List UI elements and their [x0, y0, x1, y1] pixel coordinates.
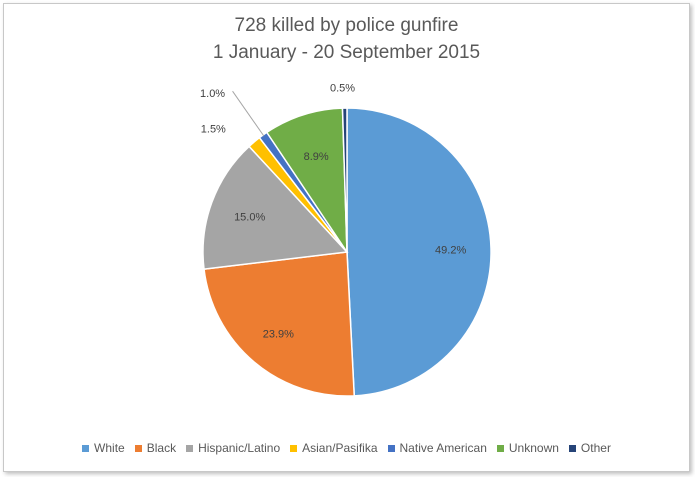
pie-slice-black — [203, 251, 356, 397]
data-label-asian-pasifika: 1.5% — [201, 123, 226, 135]
data-label-other: 0.5% — [330, 83, 355, 95]
legend-swatch-other — [568, 444, 576, 452]
legend-item-native-american: Native American — [387, 441, 487, 455]
chart-subtitle: 1 January - 20 September 2015 — [212, 42, 481, 63]
chart-title-block: 728 killed by police gunfire 1 January -… — [4, 12, 689, 66]
legend-swatch-unknown — [496, 444, 504, 452]
leader-line-native-american — [232, 90, 265, 137]
legend-label-hispanic-latino: Hispanic/Latino — [198, 441, 281, 455]
legend-swatch-white — [82, 444, 90, 452]
chart-legend: White Black Hispanic/Latino Asian/Pasifika N… — [4, 441, 689, 455]
pie-slice-unknown — [265, 107, 348, 255]
legend-label-other: Other — [580, 441, 611, 455]
data-label-hispanic-latino: 15.0% — [234, 211, 265, 223]
legend-label-unknown: Unknown — [508, 441, 559, 455]
legend-item-other: Other — [568, 441, 611, 455]
legend-swatch-asian-pasifika — [290, 444, 298, 452]
legend-item-black: Black — [134, 441, 177, 455]
data-label-white: 49.2% — [435, 244, 466, 256]
data-label-native-american: 1.0% — [200, 88, 225, 100]
legend-label-native-american: Native American — [399, 441, 487, 455]
legend-item-white: White — [82, 441, 125, 455]
legend-item-asian-pasifika: Asian/Pasifika — [290, 441, 378, 455]
pie-chart: 49.2% 23.9% 15.0% 1.5% 1.0% 8.9% 0.5% — [200, 83, 492, 397]
legend-item-unknown: Unknown — [496, 441, 559, 455]
legend-label-black: Black — [146, 441, 177, 455]
data-label-unknown: 8.9% — [304, 151, 329, 163]
data-label-black: 23.9% — [263, 328, 294, 340]
legend-item-hispanic-latino: Hispanic/Latino — [186, 441, 280, 455]
pie-slice-hispanic-latino — [202, 145, 349, 270]
pie-slice-other — [341, 107, 348, 253]
legend-swatch-hispanic-latino — [186, 444, 194, 452]
pie-slice-white — [346, 107, 492, 397]
legend-label-asian-pasifika: Asian/Pasifika — [302, 441, 378, 455]
chart-frame: 728 killed by police gunfire 1 January -… — [3, 3, 690, 472]
chart-title: 728 killed by police gunfire — [234, 15, 459, 36]
legend-swatch-black — [134, 444, 142, 452]
legend-label-white: White — [94, 441, 125, 455]
legend-swatch-native-american — [387, 444, 395, 452]
